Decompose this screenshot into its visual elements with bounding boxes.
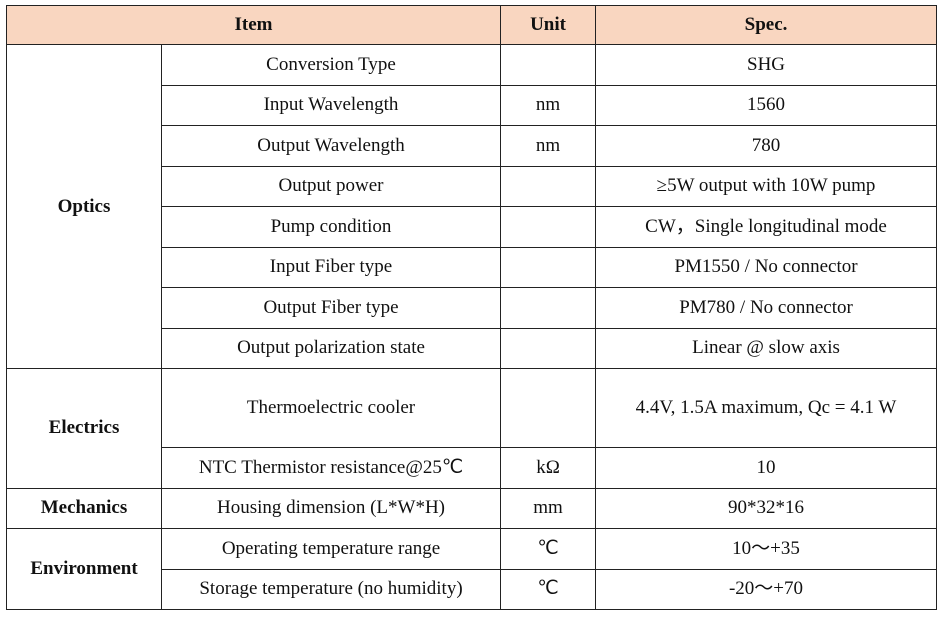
header-item: Item: [5, 5, 502, 45]
row-spec: 90*32*16: [595, 487, 938, 529]
group-environment: Environment: [6, 528, 162, 610]
table-row: Pump condition CW，Single longitudinal mo…: [7, 206, 938, 248]
row-spec: 10: [595, 447, 938, 489]
row-unit: [500, 368, 597, 448]
row-spec: 1560: [595, 84, 938, 126]
group-electrics: Electrics: [6, 368, 162, 489]
row-item: Output polarization state: [160, 327, 502, 369]
row-spec: 780: [595, 125, 938, 167]
table-row: Electrics Thermoelectric cooler 4.4V, 1.…: [6, 368, 938, 489]
row-unit: [500, 327, 597, 369]
table-row: Output Wavelength nm 780: [7, 125, 938, 167]
row-item: Storage temperature (no humidity): [160, 568, 502, 610]
row-unit: [500, 287, 597, 329]
table-row: Mechanics Housing dimension (L*W*H) mm 9…: [6, 487, 938, 529]
table-row: NTC Thermistor resistance@25℃ kΩ 10: [7, 447, 938, 489]
row-spec: SHG: [595, 44, 938, 86]
table-row: Optics Conversion Type SHG: [6, 44, 938, 369]
row-item: Output power: [160, 165, 502, 207]
row-spec: ≥5W output with 10W pump: [595, 165, 938, 207]
row-item: Output Wavelength: [160, 125, 502, 167]
row-item: Conversion Type: [160, 44, 502, 86]
header-spec: Spec.: [595, 5, 938, 45]
row-spec: PM1550 / No connector: [595, 246, 938, 288]
header-unit: Unit: [500, 5, 597, 45]
row-item: Thermoelectric cooler: [160, 368, 502, 448]
row-unit: ℃: [500, 528, 597, 570]
row-item: Operating temperature range: [160, 528, 502, 570]
row-unit: mm: [500, 487, 597, 529]
table-row: Input Fiber type PM1550 / No connector: [7, 246, 938, 288]
row-item: Output Fiber type: [160, 287, 502, 329]
row-spec: 4.4V, 1.5A maximum, Qc = 4.1 W: [595, 368, 938, 448]
table-row: Output Fiber type PM780 / No connector: [7, 287, 938, 329]
row-unit: [500, 246, 597, 288]
row-item: Input Fiber type: [160, 246, 502, 288]
row-unit: nm: [500, 84, 597, 126]
row-unit: [500, 165, 597, 207]
row-unit: kΩ: [500, 447, 597, 489]
table-row: Output power ≥5W output with 10W pump: [7, 165, 938, 207]
table-row: Environment Operating temperature range …: [6, 528, 938, 610]
row-spec: PM780 / No connector: [595, 287, 938, 329]
group-mechanics: Mechanics: [6, 487, 162, 529]
row-unit: [500, 44, 597, 86]
table-row: Storage temperature (no humidity) ℃ -20～…: [7, 568, 938, 610]
row-item: NTC Thermistor resistance@25℃: [160, 447, 502, 489]
row-spec: Linear @ slow axis: [595, 327, 938, 369]
group-optics: Optics: [6, 44, 162, 369]
header-row: Item Unit Spec.: [5, 5, 938, 45]
row-unit: ℃: [500, 568, 597, 610]
row-unit: [500, 206, 597, 248]
row-item: Pump condition: [160, 206, 502, 248]
row-unit: nm: [500, 125, 597, 167]
row-spec: 10～+35: [595, 528, 938, 570]
row-spec: CW，Single longitudinal mode: [595, 206, 938, 248]
spec-table: Item Unit Spec. Optics Conversion Type S…: [5, 5, 938, 610]
row-item: Input Wavelength: [160, 84, 502, 126]
row-spec: -20～+70: [595, 568, 938, 610]
row-item: Housing dimension (L*W*H): [160, 487, 502, 529]
table-row: Output polarization state Linear @ slow …: [7, 327, 938, 369]
table-row: Input Wavelength nm 1560: [7, 84, 938, 126]
